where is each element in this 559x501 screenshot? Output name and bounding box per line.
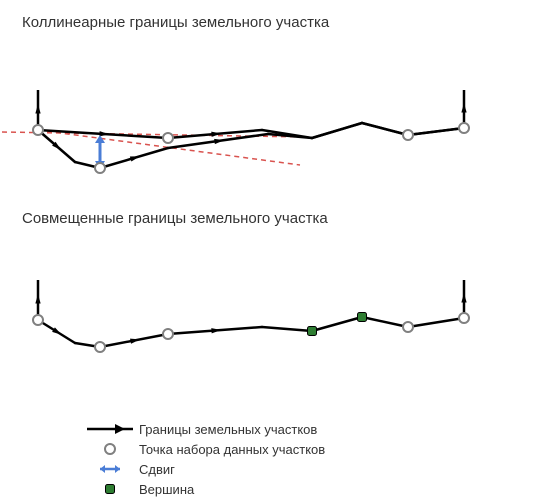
legend-symbol-point — [85, 442, 135, 456]
legend-label-boundary: Границы земельных участков — [139, 422, 317, 437]
legend-label-point: Точка набора данных участков — [139, 442, 325, 457]
legend-label-vertex: Вершина — [139, 482, 194, 497]
legend-row-boundary: Границы земельных участков — [85, 420, 325, 438]
legend-symbol-boundary — [85, 422, 135, 436]
title-bottom: Совмещенные границы земельного участка — [22, 210, 328, 227]
legend-symbol-vertex — [85, 482, 135, 496]
legend: Границы земельных участков Точка набора … — [85, 420, 325, 500]
legend-symbol-shift — [85, 461, 135, 477]
diagram-collinear — [0, 40, 559, 210]
diagram-aligned — [0, 235, 559, 395]
legend-row-shift: Сдвиг — [85, 460, 325, 478]
legend-row-point: Точка набора данных участков — [85, 440, 325, 458]
legend-row-vertex: Вершина — [85, 480, 325, 498]
legend-label-shift: Сдвиг — [139, 462, 175, 477]
title-top: Коллинеарные границы земельного участка — [22, 14, 329, 31]
